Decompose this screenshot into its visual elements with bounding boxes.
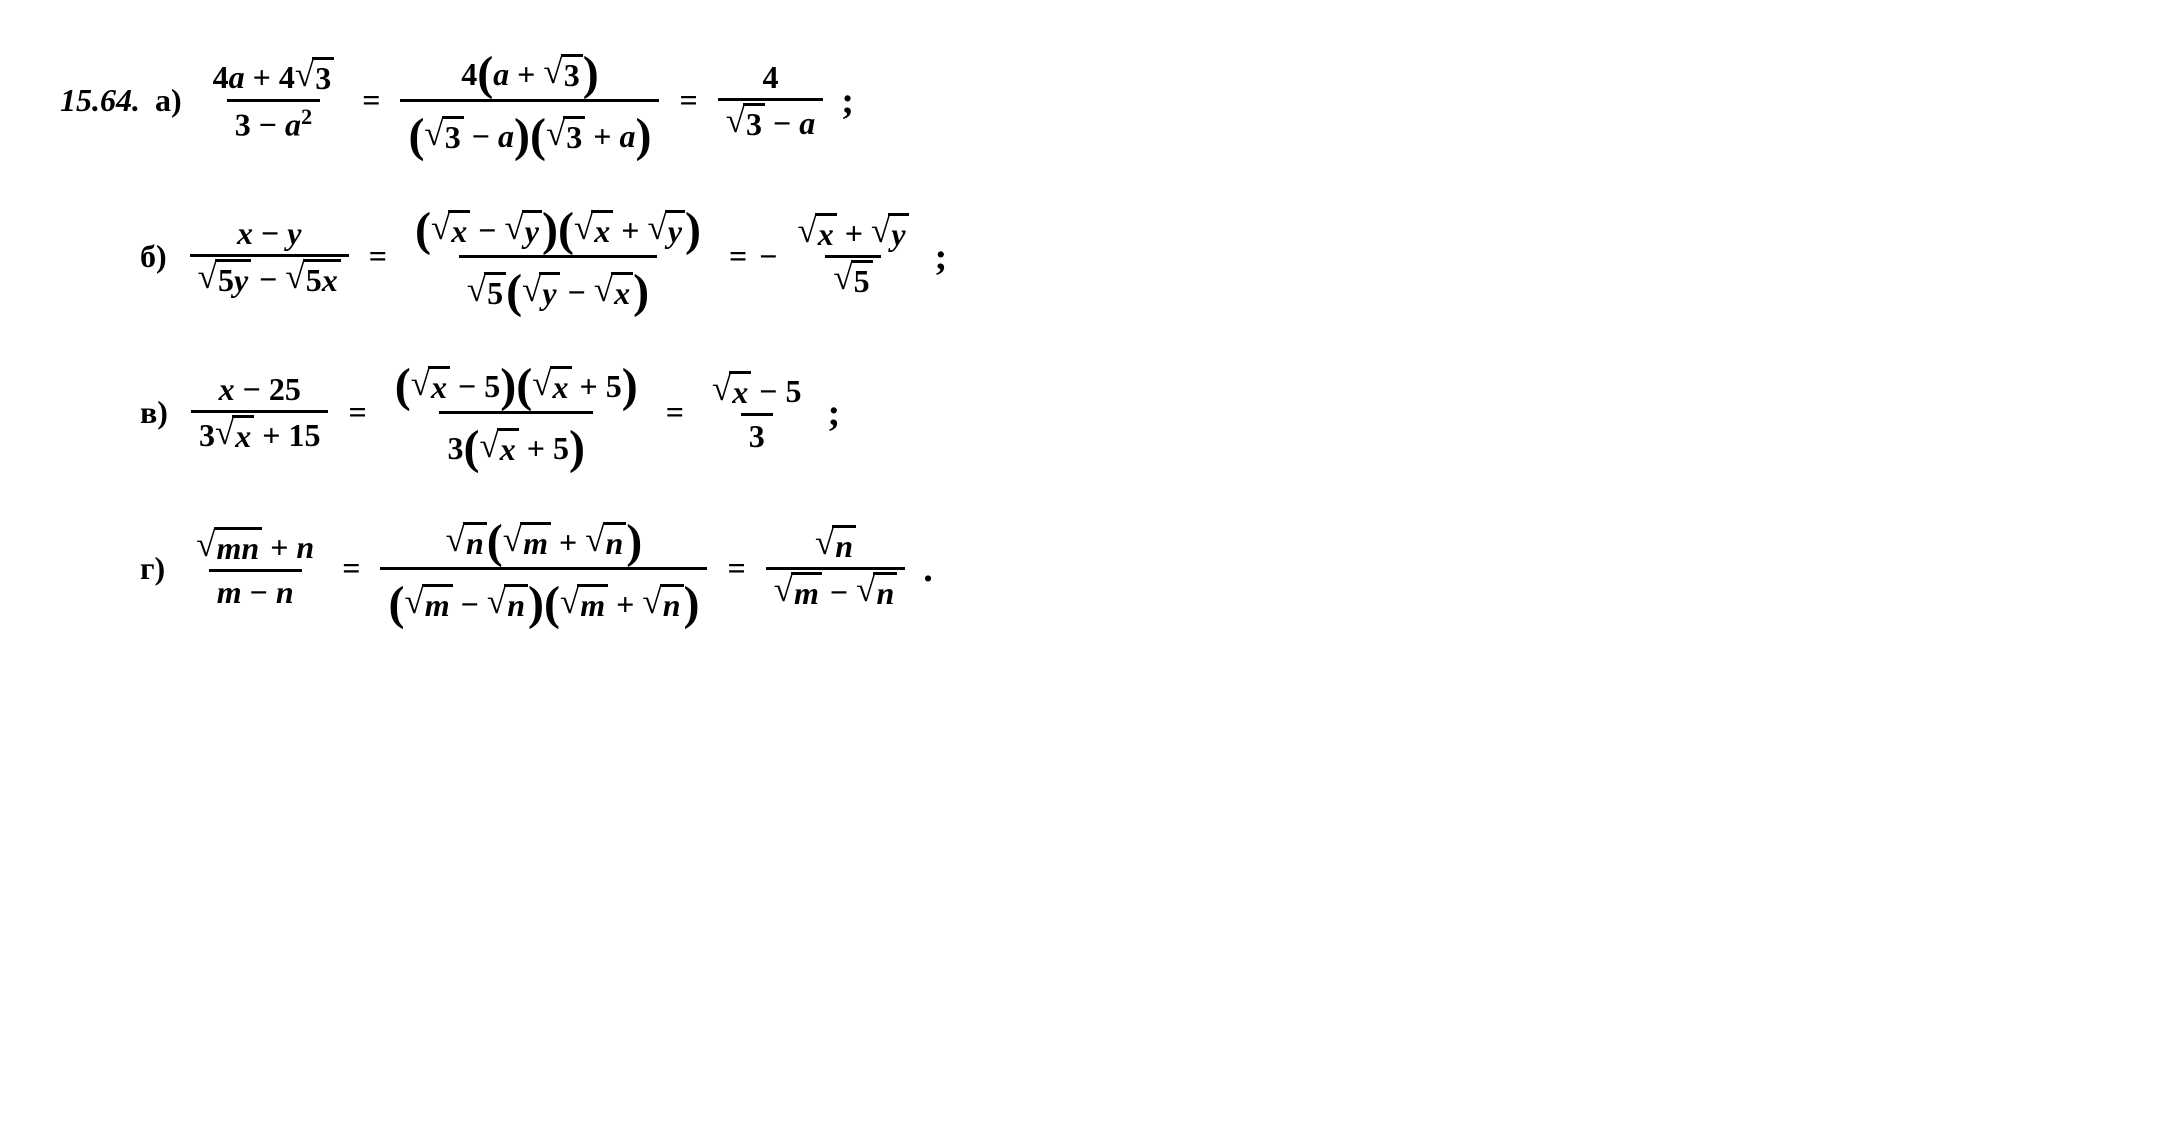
equals-sign: =: [342, 550, 360, 587]
numerator-d2: √n(√m + √n): [438, 508, 651, 567]
numerator-c3: √x − 5: [704, 369, 810, 413]
part-label-d: г): [140, 550, 165, 587]
problem-row-c: в) x − 25 3√x + 15 = (√x − 5)(√x + 5) 3(…: [140, 352, 2121, 473]
part-label-a: а): [155, 82, 182, 119]
fraction-a3: 4 √3 − a: [718, 57, 824, 145]
equals-sign: =: [362, 82, 380, 119]
fraction-b1: x − y √5y − √5x: [190, 213, 349, 301]
fraction-c3: √x − 5 3: [704, 369, 810, 457]
numerator-c2: (√x − 5)(√x + 5): [387, 352, 646, 411]
denominator-a3: √3 − a: [718, 98, 824, 145]
equals-sign: =: [727, 550, 745, 587]
denominator-b1: √5y − √5x: [190, 254, 349, 301]
problem-row-a: 15.64. а) 4a + 4√3 3 − a2 = 4(a + √3) (√…: [60, 40, 2121, 161]
problem-number: 15.64.: [60, 82, 140, 119]
semicolon: ;: [828, 391, 841, 435]
fraction-d2: √n(√m + √n) (√m − √n)(√m + √n): [380, 508, 707, 629]
equals-sign: =: [348, 394, 366, 431]
part-label-c: в): [140, 394, 168, 431]
denominator-d1: m − n: [209, 569, 302, 613]
equals-sign: =: [666, 394, 684, 431]
denominator-d2: (√m − √n)(√m + √n): [380, 567, 707, 629]
numerator-b1: x − y: [229, 213, 309, 254]
numerator-d3: √n: [807, 523, 864, 567]
fraction-a2: 4(a + √3) (√3 − a)(√3 + a): [400, 40, 659, 161]
negative-sign: −: [759, 238, 777, 275]
numerator-b2: (√x − √y)(√x + √y): [407, 196, 709, 255]
denominator-a2: (√3 − a)(√3 + a): [400, 99, 659, 161]
problem-row-d: г) √mn + n m − n = √n(√m + √n) (√m − √n)…: [140, 508, 2121, 629]
fraction-a1: 4a + 4√3 3 − a2: [205, 55, 343, 146]
semicolon: ;: [935, 235, 948, 279]
fraction-b2: (√x − √y)(√x + √y) √5(√y − √x): [407, 196, 709, 317]
denominator-b3: √5: [825, 255, 880, 302]
denominator-c2: 3(√x + 5): [439, 411, 593, 473]
denominator-d3: √m − √n: [766, 567, 906, 614]
fraction-c2: (√x − 5)(√x + 5) 3(√x + 5): [387, 352, 646, 473]
problem-row-b: б) x − y √5y − √5x = (√x − √y)(√x + √y) …: [140, 196, 2121, 317]
numerator-a1: 4a + 4√3: [205, 55, 343, 99]
fraction-c1: x − 25 3√x + 15: [191, 369, 329, 457]
denominator-c1: 3√x + 15: [191, 410, 329, 457]
period: .: [923, 547, 933, 591]
numerator-a2: 4(a + √3): [453, 40, 607, 99]
equals-sign: =: [729, 238, 747, 275]
denominator-a1: 3 − a2: [227, 99, 320, 146]
numerator-d1: √mn + n: [188, 525, 322, 569]
fraction-d3: √n √m − √n: [766, 523, 906, 614]
numerator-b3: √x + √y: [789, 211, 916, 255]
numerator-a3: 4: [754, 57, 786, 98]
fraction-d1: √mn + n m − n: [188, 525, 322, 613]
fraction-b3: √x + √y √5: [789, 211, 916, 302]
semicolon: ;: [841, 79, 854, 123]
equals-sign: =: [679, 82, 697, 119]
part-label-b: б): [140, 238, 167, 275]
denominator-c3: 3: [741, 413, 773, 457]
numerator-c1: x − 25: [211, 369, 309, 410]
equals-sign: =: [369, 238, 387, 275]
denominator-b2: √5(√y − √x): [459, 255, 657, 317]
